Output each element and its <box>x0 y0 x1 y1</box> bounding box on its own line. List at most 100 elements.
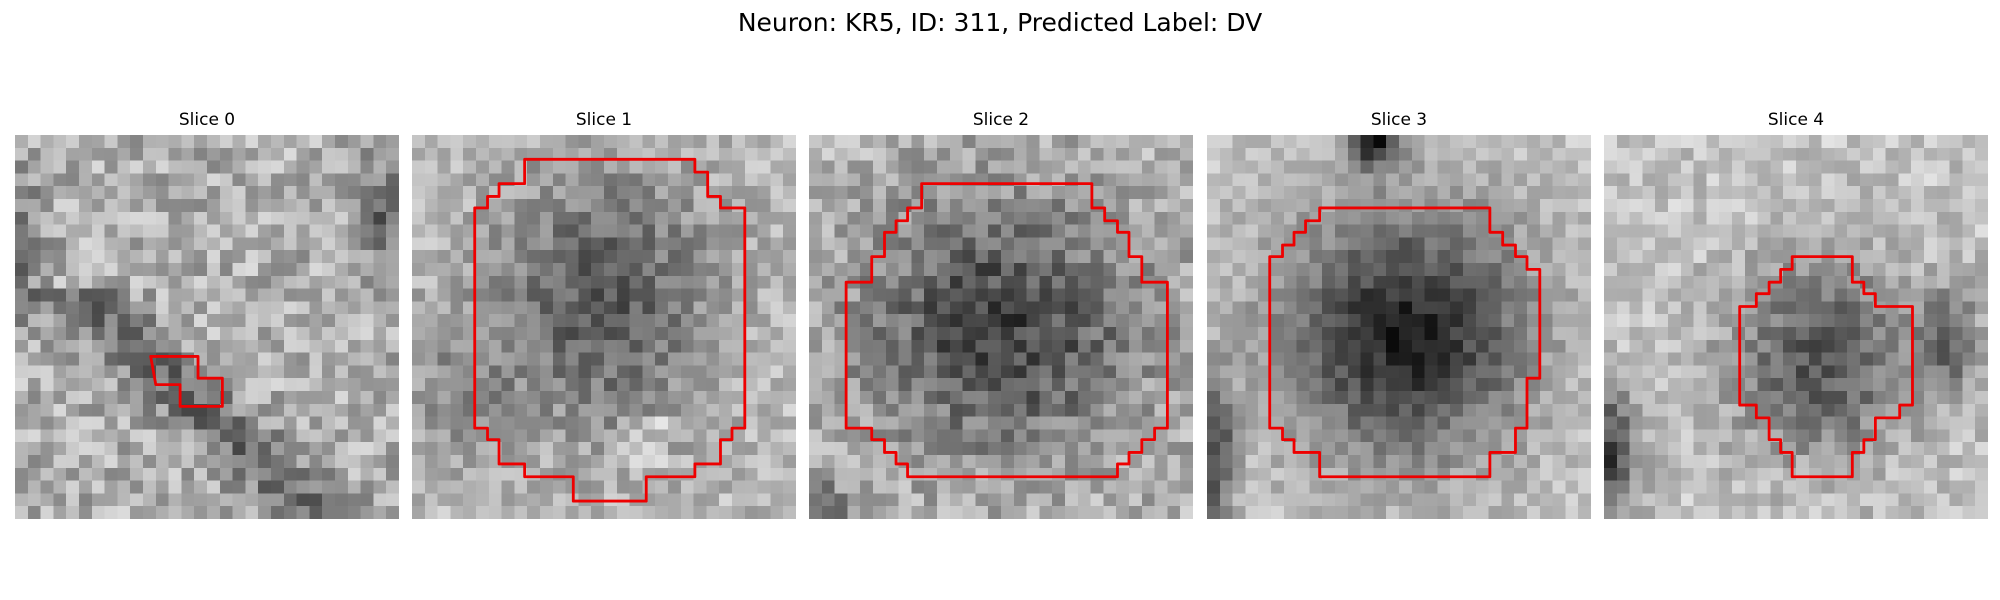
slice-pixel <box>1962 160 1976 174</box>
slice-pixel <box>1258 378 1272 392</box>
slice-pixel <box>66 403 80 417</box>
slice-pixel <box>53 160 67 174</box>
slice-4-pixel-grid <box>1604 135 1988 519</box>
slice-pixel <box>476 378 490 392</box>
slice-pixel <box>1834 352 1848 366</box>
slice-pixel <box>809 327 823 341</box>
slice-pixel <box>924 327 938 341</box>
slice-pixel <box>1103 314 1117 328</box>
slice-pixel <box>271 339 285 353</box>
slice-pixel <box>1885 237 1899 251</box>
slice-pixel <box>898 480 912 494</box>
slice-pixel <box>501 403 515 417</box>
slice-pixel <box>373 442 387 456</box>
slice-pixel <box>1232 365 1246 379</box>
slice-pixel <box>1309 493 1323 507</box>
slice-pixel <box>809 199 823 213</box>
slice-pixel <box>706 467 720 481</box>
slice-pixel <box>962 224 976 238</box>
slice-pixel <box>424 391 438 405</box>
slice-pixel <box>373 352 387 366</box>
slice-pixel <box>1604 301 1618 315</box>
slice-pixel <box>1167 186 1181 200</box>
slice-pixel <box>1360 211 1374 225</box>
slice-pixel <box>1744 186 1758 200</box>
slice-pixel <box>732 135 746 149</box>
slice-pixel <box>1501 224 1515 238</box>
slice-pixel <box>834 301 848 315</box>
slice-pixel <box>1604 173 1618 187</box>
slice-pixel <box>386 147 399 161</box>
slice-pixel <box>680 327 694 341</box>
slice-pixel <box>604 467 618 481</box>
slice-pixel <box>1271 429 1285 443</box>
slice-pixel <box>1706 199 1720 213</box>
slice-pixel <box>988 455 1002 469</box>
slice-pixel <box>1783 391 1797 405</box>
slice-pixel <box>629 275 643 289</box>
slice-pixel <box>514 301 528 315</box>
slice-pixel <box>322 314 336 328</box>
slice-pixel <box>181 160 195 174</box>
slice-pixel <box>1129 199 1143 213</box>
slice-pixel <box>424 147 438 161</box>
slice-pixel <box>322 442 336 456</box>
slice-pixel <box>1141 480 1155 494</box>
slice-pixel <box>540 211 554 225</box>
slice-pixel <box>1373 339 1387 353</box>
slice-pixel <box>1437 263 1451 277</box>
slice-pixel <box>1347 237 1361 251</box>
slice-pixel <box>1808 378 1822 392</box>
slice-pixel <box>1860 301 1874 315</box>
slice-pixel <box>527 416 541 430</box>
slice-pixel <box>232 429 246 443</box>
slice-pixel <box>40 365 54 379</box>
slice-pixel <box>1077 506 1091 519</box>
slice-pixel <box>1552 480 1566 494</box>
slice-pixel <box>463 186 477 200</box>
slice-pixel <box>911 211 925 225</box>
slice-pixel <box>783 416 796 430</box>
slice-pixel <box>668 378 682 392</box>
slice-pixel <box>719 327 733 341</box>
slice-pixel <box>309 199 323 213</box>
slice-pixel <box>898 391 912 405</box>
slice-pixel <box>1219 455 1233 469</box>
slice-pixel <box>1488 327 1502 341</box>
slice-pixel <box>578 391 592 405</box>
slice-pixel <box>783 263 796 277</box>
slice-pixel <box>1578 250 1591 264</box>
slice-pixel <box>155 467 169 481</box>
slice-pixel <box>937 365 951 379</box>
slice-pixel <box>412 160 426 174</box>
slice-pixel <box>1680 288 1694 302</box>
slice-pixel <box>975 339 989 353</box>
slice-pixel <box>565 378 579 392</box>
slice-pixel <box>27 237 41 251</box>
slice-pixel <box>1065 365 1079 379</box>
slice-pixel <box>693 442 707 456</box>
slice-pixel <box>578 301 592 315</box>
slice-pixel <box>104 339 118 353</box>
slice-pixel <box>514 237 528 251</box>
slice-pixel <box>527 250 541 264</box>
slice-pixel <box>1103 147 1117 161</box>
slice-pixel <box>1885 352 1899 366</box>
slice-pixel <box>1706 365 1720 379</box>
slice-pixel <box>1488 135 1502 149</box>
slice-pixel <box>1898 237 1912 251</box>
slice-pixel <box>1180 237 1193 251</box>
slice-pixel <box>1207 314 1221 328</box>
slice-pixel <box>386 288 399 302</box>
slice-pixel <box>1013 237 1027 251</box>
slice-pixel <box>1386 173 1400 187</box>
slice-pixel <box>706 173 720 187</box>
slice-pixel <box>386 352 399 366</box>
slice-pixel <box>232 506 246 519</box>
slice-pixel <box>194 442 208 456</box>
slice-pixel <box>1424 237 1438 251</box>
slice-pixel <box>1232 173 1246 187</box>
slice-pixel <box>1450 365 1464 379</box>
slice-pixel <box>1911 224 1925 238</box>
slice-pixel <box>1655 352 1669 366</box>
